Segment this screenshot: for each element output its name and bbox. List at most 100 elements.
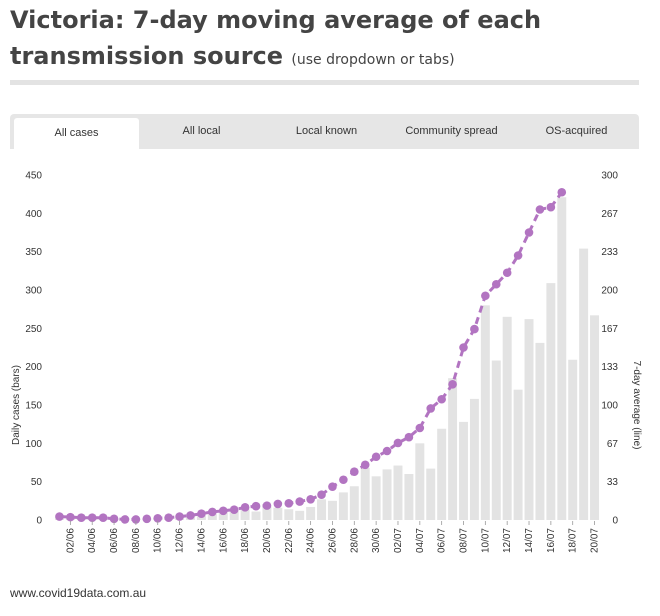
left-tick-label: 0 — [36, 516, 42, 527]
chart-title-text: Victoria: 7-day moving average of each t… — [10, 6, 542, 70]
daily-case-bar — [327, 500, 337, 520]
daily-case-bar — [284, 509, 294, 520]
moving-average-point — [360, 460, 370, 470]
daily-case-bar — [273, 507, 283, 520]
daily-case-bar — [568, 359, 578, 520]
daily-case-bar — [469, 398, 479, 520]
daily-case-bar — [207, 513, 217, 520]
moving-average-point — [535, 205, 545, 214]
moving-average-point — [273, 499, 283, 509]
x-tick-label: 18/07 — [568, 528, 579, 553]
right-tick-label: 0 — [612, 516, 618, 527]
right-tick-label: 267 — [601, 209, 618, 220]
source-credit: www.covid19data.com.au — [10, 586, 147, 600]
daily-case-bar — [546, 283, 556, 520]
right-axis-label: 7-day average (line) — [631, 361, 642, 450]
x-tick-label: 20/06 — [262, 528, 273, 553]
moving-average-point — [295, 497, 305, 506]
moving-average-point — [546, 202, 556, 212]
moving-average-point — [470, 324, 479, 334]
x-tick-label: 04/06 — [87, 528, 98, 553]
x-tick-label: 12/06 — [175, 528, 186, 553]
moving-average-point — [197, 509, 206, 518]
x-tick-label: 16/06 — [218, 528, 229, 553]
moving-average-point — [426, 404, 436, 413]
x-tick-label: 16/07 — [546, 528, 557, 553]
x-tick-label: 06/06 — [109, 528, 120, 553]
daily-cases-bars — [54, 197, 600, 520]
daily-case-bar — [579, 248, 589, 520]
tab-os-acquired[interactable]: OS-acquired — [545, 125, 608, 137]
moving-average-point — [55, 512, 64, 521]
moving-average-point — [142, 514, 152, 524]
moving-average-point — [481, 291, 490, 301]
moving-average-chart: 0 50 100 150 200 250 300 350 400 450 0 33 67 100 133 1… — [11, 171, 642, 554]
moving-average-point — [186, 511, 195, 520]
daily-case-bar — [338, 492, 348, 520]
moving-average-point — [131, 515, 141, 524]
moving-average-point — [502, 268, 512, 278]
title-divider — [10, 80, 639, 85]
daily-case-bar — [382, 469, 392, 520]
right-tick-label: 100 — [601, 401, 618, 412]
left-tick-label: 50 — [31, 477, 43, 488]
x-tick-label: 14/07 — [524, 528, 535, 553]
daily-case-bar — [393, 465, 403, 520]
daily-case-bar — [415, 443, 425, 520]
transmission-tabs: All cases All local Local known Communit… — [10, 114, 639, 149]
moving-average-line — [55, 187, 567, 524]
x-tick-label: 10/07 — [480, 528, 491, 553]
right-tick-label: 233 — [601, 247, 618, 258]
left-tick-label: 100 — [25, 439, 42, 450]
moving-average-point — [66, 512, 75, 522]
moving-average-point — [557, 187, 567, 197]
daily-case-bar — [262, 506, 272, 520]
x-tick-label: 08/06 — [131, 528, 142, 553]
moving-average-point — [229, 505, 239, 514]
tab-all-local[interactable]: All local — [182, 125, 221, 137]
daily-case-bar — [426, 468, 436, 520]
moving-average-point — [350, 467, 359, 477]
daily-case-bar — [229, 510, 239, 520]
left-tick-label: 400 — [25, 209, 42, 220]
moving-average-point — [164, 513, 173, 522]
x-tick-label: 12/07 — [502, 528, 513, 553]
moving-average-point — [513, 251, 523, 260]
daily-case-bar — [371, 476, 381, 520]
moving-average-point — [77, 513, 86, 522]
left-tick-label: 450 — [25, 171, 42, 182]
daily-case-bar — [502, 316, 512, 520]
daily-case-bar — [240, 509, 250, 520]
right-axis: 0 33 67 100 133 167 200 233 267 300 — [601, 171, 618, 527]
moving-average-point — [404, 432, 414, 442]
x-tick-label: 08/07 — [459, 528, 470, 553]
right-tick-label: 200 — [601, 286, 618, 297]
x-tick-label: 04/07 — [415, 528, 426, 553]
daily-case-bar — [404, 474, 414, 520]
moving-average-point — [175, 512, 184, 521]
chart-subtitle: (use dropdown or tabs) — [291, 52, 455, 68]
left-tick-label: 300 — [25, 286, 42, 297]
x-tick-label: 20/07 — [590, 528, 601, 553]
moving-average-point — [328, 482, 337, 491]
moving-average-point — [284, 499, 294, 508]
daily-case-bar — [524, 319, 534, 520]
chart-title: Victoria: 7-day moving average of each t… — [10, 2, 650, 78]
daily-case-bar — [295, 510, 305, 520]
daily-case-bar — [251, 511, 261, 520]
tab-local-known[interactable]: Local known — [295, 125, 358, 137]
daily-case-bar — [590, 315, 600, 520]
daily-case-bar — [349, 486, 359, 520]
moving-average-point — [109, 514, 119, 524]
moving-average-point — [262, 501, 272, 510]
tab-community-spread[interactable]: Community spread — [405, 125, 498, 137]
left-tick-label: 250 — [25, 324, 42, 335]
moving-average-point — [120, 515, 130, 524]
x-tick-label: 30/06 — [371, 528, 382, 553]
daily-case-bar — [535, 342, 545, 520]
tab-all-cases[interactable]: All cases — [14, 118, 139, 149]
moving-average-point — [153, 513, 163, 523]
right-tick-label: 167 — [601, 324, 618, 335]
left-axis-label: Daily cases (bars) — [11, 365, 22, 445]
x-tick-label: 22/06 — [284, 528, 295, 553]
